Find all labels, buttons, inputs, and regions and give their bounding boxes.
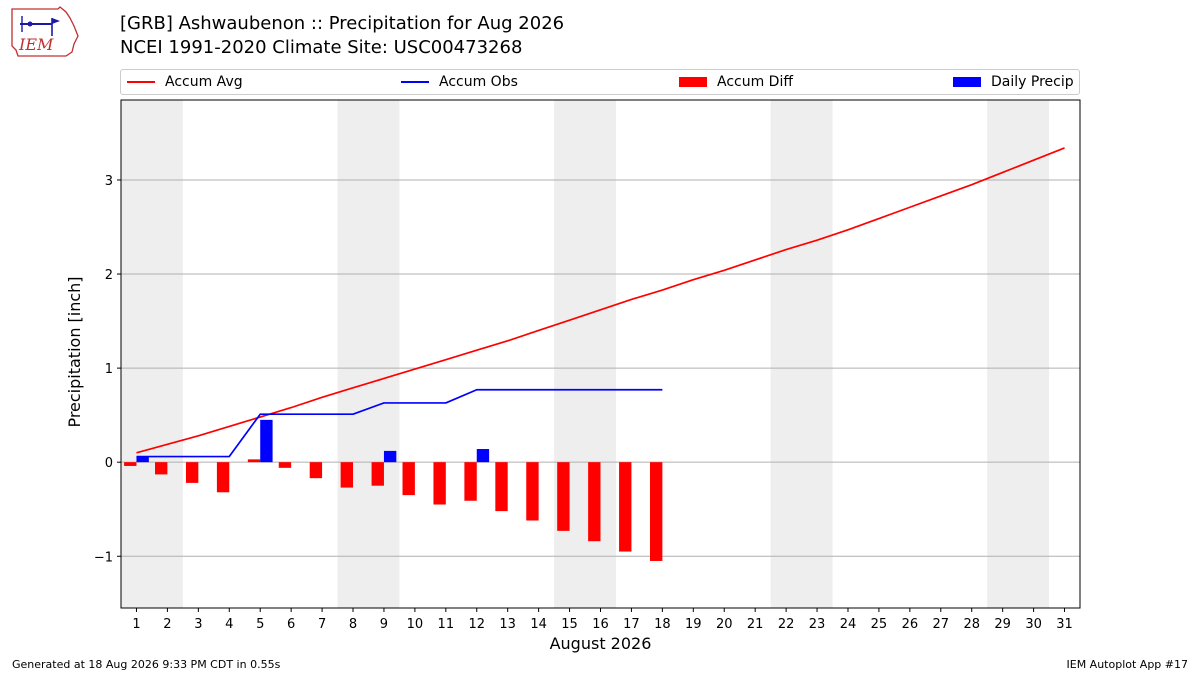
chart-legend: Accum Avg Accum Obs Accum Diff Daily Pre… xyxy=(120,69,1080,95)
x-tick-label: 5 xyxy=(256,617,264,632)
legend-swatch-daily-precip xyxy=(953,77,981,87)
accum-diff-bar xyxy=(649,462,663,561)
x-tick-label: 28 xyxy=(963,617,980,632)
legend-label-accum-diff: Accum Diff xyxy=(717,74,794,90)
y-tick-label: 1 xyxy=(105,362,113,377)
accum-diff-bar xyxy=(619,462,632,552)
x-tick-label: 10 xyxy=(407,617,424,632)
accum-diff-bar xyxy=(124,462,137,466)
x-tick-label: 26 xyxy=(902,617,919,632)
accum-diff-bar xyxy=(309,462,323,479)
x-tick-label: 17 xyxy=(623,617,640,632)
app-credit: IEM Autoplot App #17 xyxy=(1066,658,1189,671)
weekend-shade xyxy=(337,100,400,608)
daily-precip-bar xyxy=(136,456,149,463)
accum-diff-bar xyxy=(433,462,446,505)
weekend-shade xyxy=(770,100,833,608)
accum-avg-line xyxy=(136,147,1065,454)
accum-diff-bar xyxy=(247,459,261,463)
y-tick-label: 2 xyxy=(105,268,113,283)
legend-swatch-accum-diff xyxy=(679,77,707,87)
chart-subtitle: NCEI 1991-2020 Climate Site: USC00473268 xyxy=(120,37,523,58)
legend-label-accum-avg: Accum Avg xyxy=(165,74,243,90)
generated-timestamp: Generated at 18 Aug 2026 9:33 PM CDT in … xyxy=(12,658,281,671)
x-tick-label: 8 xyxy=(349,617,357,632)
x-tick-label: 29 xyxy=(994,617,1011,632)
accum-diff-bar xyxy=(495,462,508,512)
legend-item-accum-avg: Accum Avg xyxy=(127,70,243,94)
x-tick-label: 6 xyxy=(287,617,295,632)
x-tick-label: 11 xyxy=(438,617,455,632)
legend-item-daily-precip: Daily Precip xyxy=(953,70,1074,94)
accum-diff-bar xyxy=(526,462,539,521)
iem-logo: IEM xyxy=(11,6,79,57)
accum-diff-bar xyxy=(155,462,168,475)
weekend-shade xyxy=(121,100,183,608)
accum-diff-bar xyxy=(278,462,292,468)
accum-diff-bar xyxy=(340,462,354,488)
x-tick-label: 4 xyxy=(225,617,233,632)
x-tick-label: 1 xyxy=(132,617,140,632)
legend-swatch-accum-avg xyxy=(127,81,155,83)
x-tick-label: 19 xyxy=(685,617,702,632)
accum-diff-bar xyxy=(402,462,415,496)
x-tick-label: 30 xyxy=(1025,617,1042,632)
daily-precip-bar xyxy=(260,419,273,463)
weekend-shade xyxy=(554,100,616,608)
logo-text: IEM xyxy=(18,35,54,54)
weekend-shade xyxy=(987,100,1050,608)
daily-precip-bar xyxy=(383,450,397,463)
legend-item-accum-obs: Accum Obs xyxy=(401,70,518,94)
accum-diff-bar xyxy=(371,462,384,486)
y-axis-label: Precipitation [inch] xyxy=(65,276,84,427)
legend-label-accum-obs: Accum Obs xyxy=(439,74,518,90)
x-tick-label: 2 xyxy=(163,617,171,632)
x-tick-label: 22 xyxy=(778,617,795,632)
x-tick-label: 13 xyxy=(499,617,516,632)
x-tick-label: 24 xyxy=(840,617,857,632)
accum-diff-bar xyxy=(185,462,199,483)
accum-diff-bar xyxy=(464,462,477,501)
x-tick-label: 27 xyxy=(933,617,950,632)
legend-item-accum-diff: Accum Diff xyxy=(679,70,793,94)
x-axis-label: August 2026 xyxy=(550,634,652,653)
y-tick-label: −1 xyxy=(94,550,113,565)
x-tick-label: 3 xyxy=(194,617,202,632)
x-tick-label: 21 xyxy=(747,617,764,632)
x-tick-label: 18 xyxy=(654,617,671,632)
y-tick-label: 3 xyxy=(105,174,113,189)
x-tick-label: 14 xyxy=(530,617,547,632)
x-tick-label: 9 xyxy=(380,617,388,632)
legend-label-daily-precip: Daily Precip xyxy=(991,74,1074,90)
y-tick-label: 0 xyxy=(105,456,113,471)
x-tick-label: 15 xyxy=(561,617,578,632)
accum-obs-line xyxy=(136,388,663,458)
x-tick-label: 20 xyxy=(716,617,733,632)
x-tick-label: 7 xyxy=(318,617,326,632)
x-tick-label: 23 xyxy=(809,617,826,632)
x-tick-label: 31 xyxy=(1056,617,1073,632)
x-tick-label: 16 xyxy=(592,617,609,632)
accum-diff-bar xyxy=(216,462,230,493)
chart-title: [GRB] Ashwaubenon :: Precipitation for A… xyxy=(120,13,565,34)
daily-precip-bar xyxy=(476,449,490,463)
accum-diff-bar xyxy=(588,462,601,542)
x-tick-label: 12 xyxy=(468,617,485,632)
x-tick-label: 25 xyxy=(871,617,888,632)
accum-diff-bar xyxy=(557,462,570,531)
legend-swatch-accum-obs xyxy=(401,81,429,83)
